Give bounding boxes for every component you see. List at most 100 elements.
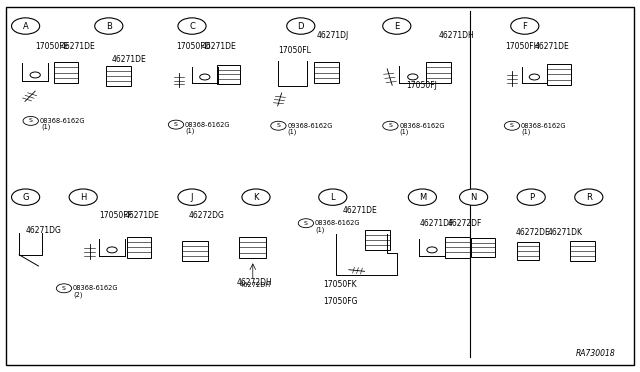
Circle shape	[12, 18, 40, 34]
Text: A: A	[23, 22, 28, 31]
Text: H: H	[80, 193, 86, 202]
Bar	[106, 66, 131, 86]
Bar	[517, 242, 539, 260]
Text: 17050FJ: 17050FJ	[406, 81, 437, 90]
Text: S: S	[174, 122, 178, 127]
Text: 46271DH: 46271DH	[438, 31, 474, 40]
Text: 46272DF: 46272DF	[448, 219, 483, 228]
Text: K: K	[253, 193, 259, 202]
Text: S: S	[304, 221, 308, 226]
Circle shape	[383, 121, 398, 130]
Circle shape	[319, 189, 347, 205]
Bar	[365, 230, 390, 250]
Circle shape	[408, 74, 418, 80]
Text: (1): (1)	[185, 128, 195, 134]
Bar	[182, 241, 208, 262]
Text: 17050FF: 17050FF	[99, 211, 132, 220]
Circle shape	[529, 74, 540, 80]
Text: 46271DG: 46271DG	[26, 226, 61, 235]
Circle shape	[56, 284, 72, 293]
Text: RA730018: RA730018	[575, 349, 615, 358]
Text: S: S	[29, 118, 33, 124]
Bar	[547, 64, 571, 84]
Text: 09368-6162G: 09368-6162G	[287, 123, 333, 129]
Text: L: L	[330, 193, 335, 202]
Bar	[471, 238, 495, 257]
Text: 17050FG: 17050FG	[323, 297, 358, 306]
FancyBboxPatch shape	[6, 7, 634, 365]
Text: 46271DE: 46271DE	[342, 206, 377, 215]
Text: 46272DE: 46272DE	[515, 228, 550, 237]
Circle shape	[242, 189, 270, 205]
Circle shape	[517, 189, 545, 205]
Text: C: C	[189, 22, 195, 31]
Text: 46271DJ: 46271DJ	[317, 31, 349, 40]
Bar	[314, 62, 339, 83]
Text: 17050FD: 17050FD	[176, 42, 211, 51]
Text: 46271DK: 46271DK	[547, 228, 582, 237]
Text: S: S	[388, 123, 392, 128]
Text: 17050FK: 17050FK	[323, 280, 357, 289]
Text: 08368-6162G: 08368-6162G	[40, 118, 85, 124]
Circle shape	[23, 116, 38, 125]
Text: 17050FE: 17050FE	[35, 42, 68, 51]
Bar	[426, 62, 451, 83]
Circle shape	[200, 74, 210, 80]
Circle shape	[271, 121, 286, 130]
Text: 46271DE: 46271DE	[202, 42, 236, 51]
Text: 46272DH: 46272DH	[237, 278, 273, 287]
Text: (2): (2)	[73, 291, 83, 298]
Text: R: R	[586, 193, 592, 202]
Text: 46271DE: 46271DE	[112, 55, 147, 64]
Text: 46271DE: 46271DE	[61, 42, 95, 51]
Text: B: B	[106, 22, 112, 31]
Circle shape	[427, 247, 437, 253]
Text: (1): (1)	[42, 124, 51, 131]
Text: S: S	[276, 123, 280, 128]
Text: 08368-6162G: 08368-6162G	[521, 123, 566, 129]
Text: 46271DE: 46271DE	[125, 211, 159, 220]
Text: 46271DF: 46271DF	[419, 219, 454, 228]
Circle shape	[575, 189, 603, 205]
Text: D: D	[298, 22, 304, 31]
Text: 08368-6162G: 08368-6162G	[315, 220, 360, 226]
Text: S: S	[510, 123, 514, 128]
Circle shape	[95, 18, 123, 34]
Circle shape	[178, 18, 206, 34]
Circle shape	[504, 121, 520, 130]
Text: E: E	[394, 22, 399, 31]
Circle shape	[178, 189, 206, 205]
Text: 17050FH: 17050FH	[506, 42, 540, 51]
Text: P: P	[529, 193, 534, 202]
Text: (1): (1)	[399, 129, 409, 135]
Bar	[570, 241, 595, 262]
Bar	[127, 237, 151, 257]
Text: 08368-6162G: 08368-6162G	[185, 122, 230, 128]
Circle shape	[168, 120, 184, 129]
Circle shape	[12, 189, 40, 205]
Text: F: F	[522, 22, 527, 31]
Text: (1): (1)	[315, 226, 324, 233]
Circle shape	[107, 247, 117, 253]
Text: (1): (1)	[521, 129, 531, 135]
Circle shape	[511, 18, 539, 34]
Circle shape	[408, 189, 436, 205]
Circle shape	[298, 219, 314, 228]
Text: (1): (1)	[287, 129, 297, 135]
Text: M: M	[419, 193, 426, 202]
Bar	[54, 62, 78, 83]
Circle shape	[460, 189, 488, 205]
Text: N: N	[470, 193, 477, 202]
Text: S: S	[62, 286, 66, 291]
Text: 46272DH: 46272DH	[240, 282, 271, 288]
Text: 46271DE: 46271DE	[534, 42, 569, 51]
Text: 17050FL: 17050FL	[278, 46, 311, 55]
Circle shape	[69, 189, 97, 205]
Bar	[217, 65, 239, 84]
Text: 08368-6162G: 08368-6162G	[399, 123, 445, 129]
Bar	[239, 237, 266, 258]
Circle shape	[383, 18, 411, 34]
Text: 46272DG: 46272DG	[189, 211, 225, 220]
Bar	[445, 237, 470, 257]
Circle shape	[30, 72, 40, 78]
